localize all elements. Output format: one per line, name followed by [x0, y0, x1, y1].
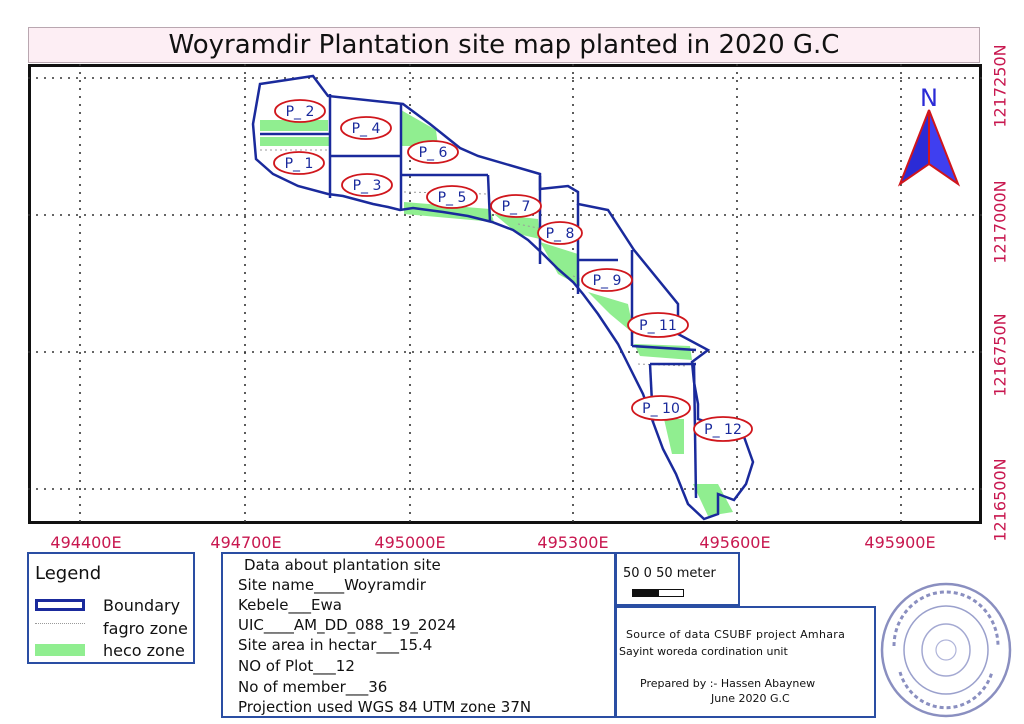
map-title: Woyramdir Plantation site map planted in…: [168, 30, 840, 60]
site-info-line: UIC____AM_DD_088_19_2024: [238, 616, 457, 634]
scale-bar-label: 50 0 50 meter: [623, 566, 716, 581]
grid-label-x-6: 495900E: [864, 533, 936, 552]
plot-label-7-text: P_ 7: [502, 199, 531, 215]
map-frame: P_ 1 P_ 2 P_ 3 P_ 4 P_ 5 P_ 6 P_ 7 P_ 8 …: [28, 64, 982, 524]
grid-label-x-1: 494400E: [50, 533, 122, 552]
legend-item-boundary-label: Boundary: [103, 596, 181, 615]
scale-bar-black-segment: [633, 590, 659, 596]
site-info-line: No of member___36: [238, 678, 388, 696]
source-line-1: Source of data CSUBF project Amhara: [626, 628, 846, 641]
plot-label-4-text: P_ 4: [352, 121, 381, 137]
plot-label-3: P_ 3: [341, 173, 393, 197]
site-boundary: [251, 74, 755, 521]
plot-label-1: P_ 1: [273, 151, 325, 175]
legend-title: Legend: [35, 563, 102, 584]
plot-label-5: P_ 5: [426, 185, 478, 209]
plot-label-9: P_ 9: [581, 268, 633, 292]
grid-label-x-3: 495000E: [374, 533, 446, 552]
site-info-line: Site area in hectar___15.4: [238, 636, 433, 654]
plot-label-2: P_ 2: [274, 99, 326, 123]
plot-label-8: P_ 8: [537, 221, 583, 245]
grid-label-x-4: 495300E: [537, 533, 609, 552]
plot-label-8-text: P_ 8: [546, 226, 575, 242]
plot-label-12: P_ 12: [693, 416, 753, 442]
prepared-date: June 2020 G.C: [711, 692, 790, 705]
legend-box: Legend Boundary fagro zone heco zone: [27, 552, 195, 664]
site-info-line: Site name____Woyramdir: [238, 576, 426, 594]
site-info-heading: Data about plantation site: [244, 556, 441, 574]
north-arrow-label: N: [920, 84, 938, 112]
grid-label-x-5: 495600E: [699, 533, 771, 552]
source-line-2: Sayint woreda cordination unit: [619, 645, 788, 658]
legend-item-fagro-label: fagro zone: [103, 619, 188, 638]
grid-label-y-4: 1216500N: [990, 420, 1010, 580]
plot-label-11-text: P_ 11: [639, 318, 677, 334]
north-arrow: N: [897, 84, 961, 187]
plot-label-10: P_ 10: [631, 395, 691, 421]
plot-label-12-text: P_ 12: [704, 422, 742, 438]
source-box: Source of data CSUBF project Amhara Sayi…: [614, 606, 876, 718]
plot-label-5-text: P_ 5: [438, 190, 467, 206]
official-seal-stamp: [880, 582, 1012, 718]
plot-label-10-text: P_ 10: [642, 401, 680, 417]
grid-label-y-3-text: 1216750N: [990, 313, 1010, 397]
grid-label-x-2: 494700E: [210, 533, 282, 552]
site-info-line: Projection used WGS 84 UTM zone 37N: [238, 698, 532, 716]
fagro-swatch: [35, 623, 85, 624]
legend-item-heco-label: heco zone: [103, 641, 185, 660]
plot-label-4: P_ 4: [340, 116, 392, 140]
site-info-line: NO of Plot___12: [238, 657, 355, 675]
plot-label-9-text: P_ 9: [593, 273, 622, 289]
scale-bar-box: 50 0 50 meter: [614, 552, 740, 606]
boundary-swatch: [35, 599, 85, 611]
heco-swatch: [35, 644, 85, 656]
site-info-line: Kebele___Ewa: [238, 596, 342, 614]
plot-label-11: P_ 11: [627, 312, 689, 338]
grid-label-y-2-text: 1217000N: [990, 180, 1010, 264]
plot-label-6: P_ 6: [407, 140, 459, 164]
plot-labels: P_ 1 P_ 2 P_ 3 P_ 4 P_ 5 P_ 6 P_ 7 P_ 8 …: [273, 99, 753, 442]
plot-label-7: P_ 7: [490, 194, 542, 218]
plot-label-1-text: P_ 1: [285, 156, 314, 172]
plot-label-6-text: P_ 6: [419, 145, 448, 161]
site-info-box: Data about plantation site Site name____…: [221, 552, 617, 718]
plot-label-3-text: P_ 3: [353, 178, 382, 194]
grid-label-y-1-text: 1217250N: [990, 44, 1010, 128]
scale-bar: [632, 589, 684, 597]
map-title-box: Woyramdir Plantation site map planted in…: [28, 27, 980, 63]
grid-label-y-3: 1216750N: [990, 275, 1010, 435]
prepared-by: Prepared by :- Hassen Abaynew: [640, 677, 816, 690]
grid-label-y-4-text: 1216500N: [990, 458, 1010, 542]
plot-label-2-text: P_ 2: [286, 104, 315, 120]
